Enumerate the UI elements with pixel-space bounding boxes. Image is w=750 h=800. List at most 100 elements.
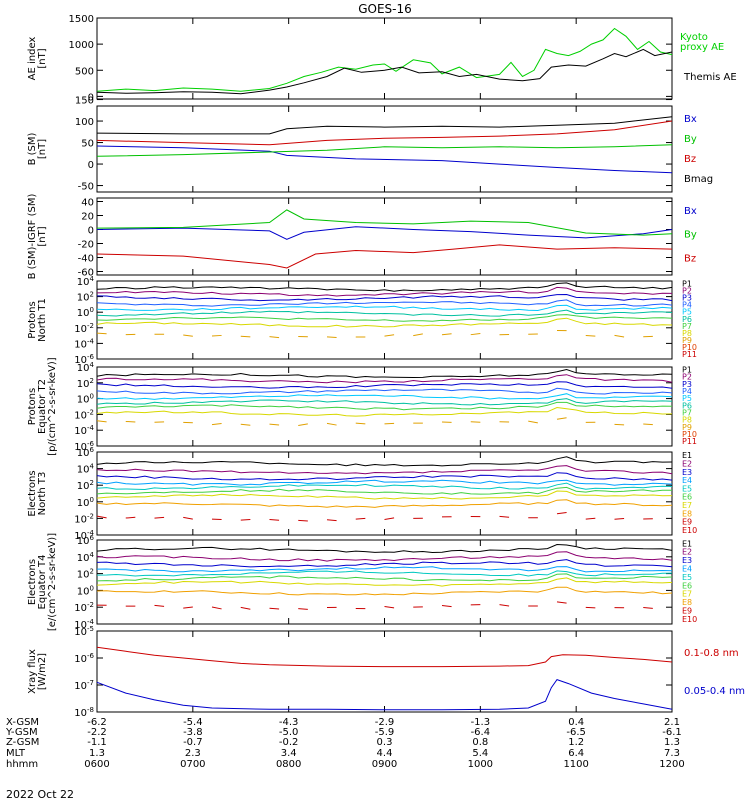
channel-line-p8: [96, 317, 673, 328]
channel-label: E7: [682, 501, 692, 510]
channel-segment-p9: [326, 336, 337, 338]
channel-segment-p9: [125, 420, 136, 423]
y-tick-label: 0: [88, 160, 94, 171]
y-axis-label: Xray flux: [27, 649, 38, 694]
ephemeris-value: 0700: [180, 759, 205, 770]
channel-label: E3: [682, 556, 692, 565]
channel-line-p2: [96, 374, 673, 384]
panel-frame: [96, 451, 673, 536]
channel-segment-p9: [269, 336, 280, 339]
y-tick-label: 104: [77, 275, 95, 288]
y-tick-label: 0: [88, 92, 94, 103]
channel-segment-e9: [326, 519, 337, 522]
channel-segment-p9: [211, 423, 222, 426]
channel-line-p7: [96, 401, 673, 411]
channel-segment-p9: [384, 422, 395, 425]
ephemeris-row-label: hhmm: [6, 759, 38, 770]
channel-label: P11: [682, 350, 697, 359]
channel-line-e1: [96, 456, 673, 467]
channel-line-p1: [96, 282, 673, 292]
channel-segment-e9: [269, 518, 280, 521]
channel-segment-p9: [211, 334, 222, 337]
ephemeris-value: -2.2: [87, 727, 107, 738]
ephemeris-value: 1200: [659, 759, 684, 770]
y-tick-label: 10-7: [74, 679, 94, 692]
channel-segment-p9: [240, 335, 251, 338]
channel-segment-e9: [384, 517, 395, 521]
channel-line-e7: [96, 577, 673, 587]
channel-label: E8: [682, 509, 692, 518]
y-tick-label: 0: [88, 226, 94, 237]
channel-segment-e9: [355, 517, 366, 520]
ephemeris-value: -5.9: [375, 727, 395, 738]
ephemeris-value: -6.4: [471, 727, 491, 738]
panel-2: 150 100 50 0 -50 B (SM) [nT] Bx By Bz Bmag: [27, 96, 713, 193]
y-tick-label: 40: [81, 198, 94, 209]
channel-label: P2: [682, 286, 692, 295]
y-axis-label: B (SM)-IGRF (SM): [27, 194, 38, 280]
y-tick-label: 10-5: [74, 625, 94, 638]
date-label: 2022 Oct 22: [6, 788, 74, 800]
channel-segment-p9: [528, 420, 538, 424]
channel-segment-e9: [125, 516, 136, 519]
channel-label: E9: [682, 518, 692, 527]
ephemeris-value: 0.3: [377, 737, 393, 748]
y-tick-label: 10-6: [74, 652, 94, 665]
channel-segment-p9: [614, 334, 625, 338]
channel-segment-e9: [499, 604, 510, 607]
y-tick-label: 104: [77, 551, 95, 564]
channel-label: E1: [682, 451, 692, 460]
y-axis-label: Equator T2: [37, 379, 48, 434]
channel-label: P8: [682, 329, 692, 338]
channel-segment-e9: [499, 515, 510, 518]
panel-frame: [96, 17, 673, 100]
channel-line-p6: [96, 309, 673, 317]
channel-label: E5: [682, 484, 692, 493]
ephemeris-value: -0.7: [183, 737, 203, 748]
channel-label: P10: [682, 343, 697, 352]
y-tick-label: 102: [77, 479, 94, 492]
legend-entry: By: [684, 230, 697, 241]
y-axis-label: [W/m2]: [37, 653, 48, 690]
channel-line-e2: [96, 551, 673, 562]
channel-segment-p9: [585, 334, 596, 337]
ephemeris-value: -1.3: [471, 717, 491, 728]
legend-entry: Bx: [684, 114, 697, 125]
y-tick-label: -40: [78, 254, 94, 265]
series-line-by: [96, 209, 673, 236]
y-axis-label: North T3: [37, 472, 48, 516]
channel-label: P9: [682, 423, 692, 432]
channel-line-e3: [96, 472, 673, 481]
channel-label: P4: [682, 301, 692, 310]
legend-entry: proxy AE: [680, 42, 724, 53]
series-line-bz: [96, 120, 673, 146]
y-tick-label: 100: [75, 117, 94, 128]
series-line-0-1-0-8-nm: [96, 646, 673, 668]
channel-line-e6: [96, 573, 673, 582]
channel-line-e3: [96, 559, 673, 568]
ephemeris-value: 0600: [84, 759, 109, 770]
legend-entry: 0.1-0.8 nm: [684, 648, 739, 659]
ephemeris-value: 3.4: [281, 748, 297, 759]
legend-entry: Themis AE: [683, 72, 737, 83]
channel-segment-e9: [96, 515, 107, 519]
ephemeris-value: 6.4: [568, 748, 584, 759]
ephemeris-value: -4.3: [279, 717, 299, 728]
channel-label: P6: [682, 315, 692, 324]
y-tick-label: 1000: [69, 40, 94, 51]
y-axis-label: [p/(cm^2-s-sr-keV)]: [47, 357, 58, 456]
y-tick-label: 106: [77, 534, 95, 547]
y-tick-label: 10-4: [74, 337, 94, 350]
ephemeris-value: -0.2: [279, 737, 299, 748]
y-tick-label: 10-4: [74, 424, 94, 437]
channel-segment-e9: [240, 519, 251, 521]
ephemeris-value: 0.4: [568, 717, 584, 728]
y-axis-label: B (SM): [27, 132, 38, 165]
channel-line-p1: [96, 368, 673, 379]
channel-label: E2: [682, 460, 692, 469]
ephemeris-value: 1.3: [89, 748, 105, 759]
channel-line-e7: [96, 490, 673, 500]
